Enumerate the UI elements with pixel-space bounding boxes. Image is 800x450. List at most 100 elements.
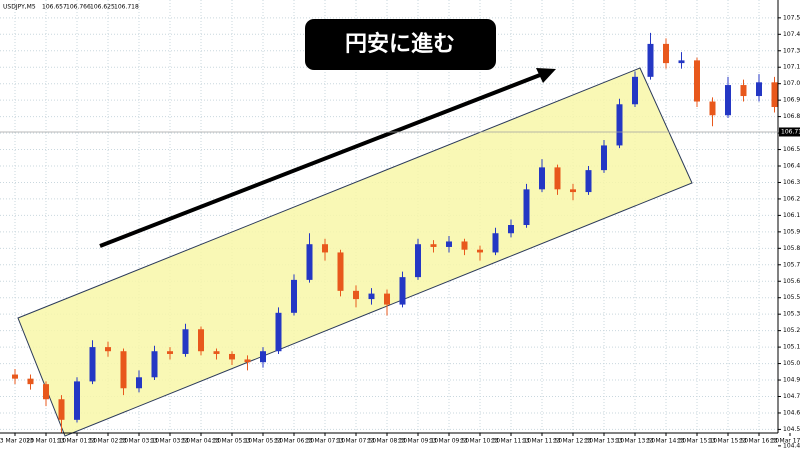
y-tick-label: 105.510: [783, 294, 800, 301]
annotation-box: [305, 19, 496, 70]
candle-body: [229, 353, 235, 360]
y-tick-label: 105.270: [783, 327, 800, 334]
x-tick-label: 13 Mar 02:30: [88, 438, 128, 445]
x-tick-label: 13 Mar 17:10: [770, 438, 800, 445]
y-tick-label: 105.630: [783, 278, 800, 285]
candle-body: [771, 82, 778, 108]
y-tick-label: 107.310: [783, 47, 800, 54]
y-tick-label: 106.590: [783, 146, 800, 153]
candle-body: [709, 101, 716, 116]
x-tick-label: 13 Mar 11:10: [491, 438, 531, 445]
candle-body: [430, 244, 437, 247]
candle-body: [461, 241, 468, 250]
y-tick-label: 105.390: [783, 311, 800, 318]
y-tick-label: 104.550: [783, 426, 800, 433]
y-tick-label: 107.190: [783, 64, 800, 71]
x-tick-label: 13 Mar 06:30: [274, 438, 314, 445]
candle-body: [198, 329, 204, 352]
y-tick-label: 105.870: [783, 245, 800, 252]
candle-body: [647, 43, 654, 77]
x-tick-label: 13 Mar 10:30: [460, 438, 500, 445]
x-tick-label: 13 Mar 08:30: [367, 438, 407, 445]
candle-body: [275, 312, 282, 352]
x-tick-label: 13 Mar 16:30: [739, 438, 779, 445]
x-tick-label: 13 Mar 15:50: [708, 438, 748, 445]
candle-body: [446, 241, 452, 247]
trend-arrow-head: [536, 68, 556, 83]
candle-body: [694, 60, 700, 102]
symbol: USDJPY,M5: [3, 4, 36, 11]
x-tick-label: 13 Mar 2020: [0, 438, 34, 445]
candle-body: [678, 60, 685, 64]
y-tick-label: 104.790: [783, 393, 800, 400]
candle-body: [89, 347, 96, 382]
candle-body: [632, 76, 638, 105]
y-tick-label: 104.430: [783, 442, 800, 449]
x-tick-label: 13 Mar 03:10: [119, 438, 159, 445]
candle-body: [523, 189, 530, 225]
candle-body: [616, 104, 623, 146]
candle-body: [213, 351, 220, 354]
y-tick-label: 105.150: [783, 344, 800, 351]
annotation: 円安に進む: [345, 31, 455, 57]
y-tick-label: 106.950: [783, 97, 800, 104]
candle-body: [27, 378, 34, 385]
x-tick-label: 13 Mar 13:10: [584, 438, 624, 445]
x-tick-label: 13 Mar 01:50: [57, 438, 97, 445]
header-price: 106.766: [66, 4, 91, 11]
candle-body: [554, 167, 561, 190]
candle-body: [244, 359, 251, 363]
candle-body: [399, 277, 406, 305]
x-tick-label: 13 Mar 13:50: [615, 438, 655, 445]
candles: [12, 32, 778, 434]
x-tick-label: 13 Mar 07:50: [336, 438, 376, 445]
header-price: 106.657: [42, 4, 67, 11]
candle-body: [322, 244, 328, 253]
y-tick-label: 107.550: [783, 14, 800, 21]
y-tick-label: 106.230: [783, 195, 800, 202]
candle-body: [151, 351, 158, 378]
candle-body: [384, 293, 390, 305]
y-tick-label: 106.830: [783, 113, 800, 120]
candle-body: [492, 233, 499, 253]
candle-body: [182, 329, 189, 354]
x-tick-label: 13 Mar 05:50: [243, 438, 283, 445]
candle-body: [539, 167, 545, 190]
y-tick-label: 105.990: [783, 228, 800, 235]
last-price-label: 106.718: [781, 128, 800, 135]
x-tick-label: 13 Mar 09:50: [429, 438, 469, 445]
header-price: 106.625: [90, 4, 115, 11]
candle-body: [43, 384, 49, 400]
y-tick-label: 106.350: [783, 179, 800, 186]
x-tick-label: 13 Mar 12:30: [553, 438, 593, 445]
x-tick-label: 13 Mar 03:50: [150, 438, 190, 445]
header-price: 106.718: [114, 4, 139, 11]
y-tick-label: 107.070: [783, 80, 800, 87]
x-tick-label: 13 Mar 14:30: [646, 438, 686, 445]
candle-body: [725, 85, 731, 116]
candle-body: [136, 377, 142, 389]
candle-body: [756, 82, 762, 97]
candle-body: [306, 244, 313, 280]
y-tick-label: 104.910: [783, 377, 800, 384]
candle-body: [120, 351, 127, 389]
candle-body: [58, 399, 65, 420]
x-tick-label: 13 Mar 05:10: [212, 438, 252, 445]
y-tick-label: 106.110: [783, 212, 800, 219]
candle-body: [353, 290, 359, 300]
candle-body: [477, 249, 483, 253]
x-tick-label: 13 Mar 04:30: [181, 438, 221, 445]
y-tick-label: 105.030: [783, 360, 800, 367]
y-tick-label: 104.670: [783, 409, 800, 416]
candle-body: [337, 252, 344, 291]
candle-body: [74, 381, 80, 420]
candle-body: [585, 170, 592, 193]
x-tick-label: 13 Mar 01:10: [26, 438, 66, 445]
x-tick-label: 13 Mar 11:50: [522, 438, 562, 445]
y-tick-label: 107.430: [783, 31, 800, 38]
last-price-box: [779, 127, 800, 137]
header-prices: 106.657 106.766 106.625 106.718: [42, 4, 139, 11]
x-tick-label: 13 Mar 15:10: [677, 438, 717, 445]
